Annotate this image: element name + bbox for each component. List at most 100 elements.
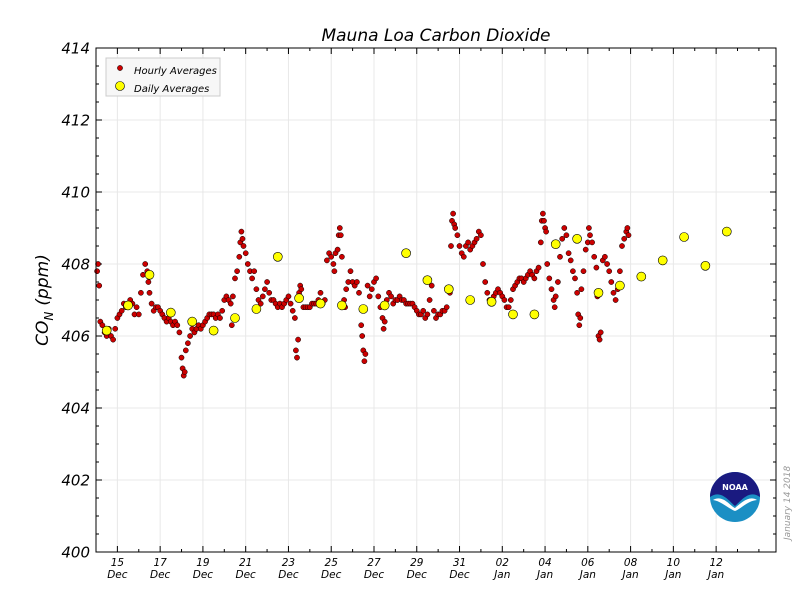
hourly-point [507, 297, 514, 303]
chart-title: Mauna Loa Carbon Dioxide [321, 26, 550, 46]
hourly-point [604, 261, 610, 267]
hourly-point [262, 286, 268, 293]
x-tick-label-month: Dec [449, 569, 470, 581]
hourly-point [612, 297, 619, 303]
plot-frame [95, 47, 777, 553]
hourly-point [285, 293, 292, 300]
daily-point [401, 248, 411, 258]
hourly-point [454, 232, 461, 239]
daily-point [657, 255, 668, 266]
hourly-point [328, 253, 335, 260]
hourly-point [551, 304, 558, 311]
daily-point [700, 260, 711, 271]
hourly-point [380, 325, 387, 332]
hourly-point [174, 322, 181, 329]
hourly-point [537, 239, 544, 246]
hourly-point [317, 289, 324, 296]
hourly-point [176, 329, 183, 336]
hourly-point [625, 232, 632, 239]
hourly-point [610, 289, 617, 296]
hourly-point [482, 279, 489, 285]
hourly-point [293, 347, 299, 354]
hourly-point [238, 228, 245, 235]
hourly-point [567, 257, 574, 264]
hourly-point [217, 315, 223, 321]
x-tick-label-day: 23 [282, 557, 295, 569]
hourly-point [289, 307, 296, 314]
daily-point [101, 325, 112, 336]
hourly-point [543, 228, 549, 235]
hourly-point [364, 282, 371, 289]
hourly-point [535, 264, 542, 271]
hourly-point [426, 297, 433, 303]
hourly-point [343, 286, 350, 293]
daily-point [593, 287, 604, 298]
hourly-point [334, 246, 341, 253]
hourly-point [249, 275, 255, 282]
gridlines [96, 47, 776, 553]
axis-ticks [95, 47, 776, 553]
x-tick-label-month: Dec [107, 569, 128, 581]
daily-point [187, 316, 197, 327]
hourly-point [230, 293, 236, 300]
daily-point [465, 295, 476, 305]
daily-point [251, 304, 262, 314]
y-tick-label: 408 [61, 256, 90, 274]
hourly-point [587, 232, 593, 239]
y-tick-label: 404 [61, 400, 90, 418]
x-tick-label-month: Dec [236, 569, 257, 581]
hourly-point [99, 322, 106, 329]
hourly-point [460, 253, 467, 260]
x-tick-label-month: Dec [407, 569, 428, 581]
x-tick-label-month: Jan [535, 569, 553, 581]
legend-box [105, 57, 221, 97]
y-axis-label-sub: N [42, 312, 56, 321]
noaa-logo-text: NOAA [722, 483, 748, 492]
hourly-point [563, 232, 570, 239]
hourly-point [112, 325, 119, 332]
x-tick-label-month: Dec [364, 569, 385, 581]
x-tick-label-day: 29 [410, 557, 424, 569]
hourly-point [118, 307, 125, 314]
hourly-point [443, 304, 450, 311]
x-tick-label-day: 19 [196, 557, 210, 569]
hourly-point [239, 235, 246, 242]
hourly-point [559, 235, 566, 242]
hourly-point [452, 225, 459, 231]
hourly-point [336, 225, 343, 231]
daily-point [123, 300, 133, 311]
hourly-point [552, 293, 559, 300]
x-tick-label-month: Jan [663, 569, 681, 581]
daily-point [358, 304, 369, 314]
daily-point [144, 269, 155, 280]
x-tick-label-day: 27 [367, 557, 381, 569]
hourly-point [555, 279, 561, 285]
hourly-point [480, 261, 486, 267]
y-axis-label-main: CO [33, 321, 53, 346]
hourly-point [187, 333, 193, 339]
daily-point [208, 325, 219, 336]
series-hourly [94, 210, 632, 379]
hourly-point [138, 289, 144, 296]
noaa-logo-wing [713, 498, 757, 511]
hourly-point [544, 261, 551, 267]
x-tick-labels: 15Dec17Dec19Dec21Dec23Dec25Dec27Dec29Dec… [107, 557, 724, 581]
hourly-point [257, 300, 264, 307]
daily-point [572, 234, 582, 244]
daily-point [230, 313, 240, 323]
hourly-point [253, 286, 260, 293]
hourly-point [366, 293, 373, 300]
hourly-point [388, 293, 394, 300]
hourly-point [589, 239, 595, 246]
legend-hourly-marker [117, 65, 123, 71]
series-daily [101, 226, 732, 336]
hourly-point [94, 268, 100, 275]
hourly-point [428, 282, 435, 289]
hourly-point [546, 275, 553, 282]
hourly-point [358, 322, 365, 329]
hourly-point [501, 297, 508, 303]
hourly-point [565, 250, 572, 257]
hourly-point [541, 217, 547, 224]
daily-point [337, 300, 347, 311]
daily-point [443, 284, 454, 295]
